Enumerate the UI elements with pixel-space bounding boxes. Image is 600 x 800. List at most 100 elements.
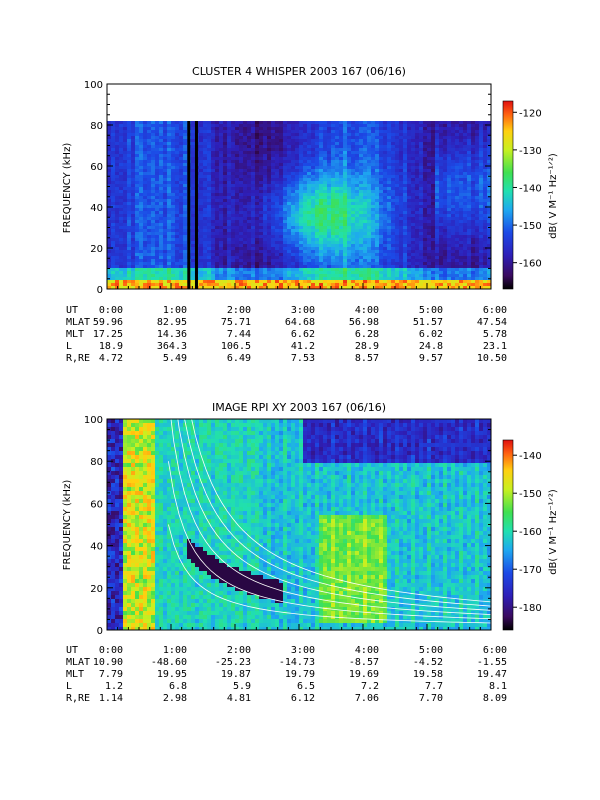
- spectrogram-cell: [355, 220, 360, 224]
- spectrogram-cell: [367, 232, 372, 236]
- spectrogram-cell: [387, 145, 392, 149]
- spectrogram-cell: [179, 175, 184, 179]
- spectrogram-cell: [163, 187, 168, 191]
- spectrogram-cell: [123, 211, 128, 215]
- spectrogram-cell: [139, 232, 144, 236]
- spectrogram-cell: [435, 181, 440, 185]
- spectrogram-cell: [199, 190, 204, 194]
- spectrogram-cell: [287, 133, 292, 137]
- spectrogram-cell: [379, 241, 384, 245]
- spectrogram-cell: [383, 169, 388, 173]
- spectrogram-cell: [367, 277, 372, 281]
- spectrogram-cell: [451, 226, 456, 230]
- spectrogram-cell: [255, 250, 260, 254]
- spectrogram-cell: [455, 223, 460, 227]
- spectrogram-cell: [311, 145, 316, 149]
- spectrogram-cell: [283, 211, 288, 215]
- spectrogram-cell: [143, 148, 148, 152]
- spectrogram-cell: [383, 154, 388, 158]
- spectrogram-cell: [435, 172, 440, 176]
- spectrogram-cell: [459, 238, 464, 242]
- spectrogram-cell: [415, 139, 420, 143]
- spectrogram-cell: [179, 271, 184, 275]
- spectrogram-cell: [191, 235, 196, 239]
- spectrogram-cell: [327, 184, 332, 188]
- spectrogram-cell: [403, 208, 408, 212]
- spectrogram-cell: [207, 160, 212, 164]
- spectrogram-cell: [243, 259, 248, 263]
- spectrogram-cell: [263, 181, 268, 185]
- spectrogram-cell: [183, 148, 188, 152]
- spectrogram-cell: [255, 235, 260, 239]
- spectrogram-cell: [215, 124, 220, 128]
- spectrogram-cell: [455, 250, 460, 254]
- spectrogram-cell: [219, 190, 224, 194]
- spectrogram-cell: [419, 256, 424, 260]
- spectrogram-cell: [223, 154, 228, 158]
- spectrogram-cell: [135, 178, 140, 182]
- spectrogram-cell: [191, 211, 196, 215]
- spectrogram-cell: [311, 190, 316, 194]
- spectrogram-cell: [343, 271, 348, 275]
- spectrogram-cell: [435, 232, 440, 236]
- spectrogram-cell: [175, 205, 180, 209]
- spectrogram-cell: [123, 148, 128, 152]
- spectrogram-cell: [295, 211, 300, 215]
- spectrogram-cell: [255, 178, 260, 182]
- spectrogram-cell: [315, 286, 320, 289]
- spectrogram-cell: [283, 283, 288, 287]
- spectrogram-cell: [211, 226, 216, 230]
- spectrogram-cell: [355, 256, 360, 260]
- spectrogram-cell: [263, 214, 268, 218]
- spectrogram-cell: [395, 250, 400, 254]
- spectrogram-cell: [315, 157, 320, 161]
- spectrogram-cell: [111, 163, 116, 167]
- spectrogram-cell: [219, 217, 224, 221]
- spectrogram-cell: [271, 214, 276, 218]
- spectrogram-cell: [347, 232, 352, 236]
- spectrogram-cell: [307, 229, 312, 233]
- spectrogram-cell: [459, 211, 464, 215]
- spectrogram-cell: [371, 163, 376, 167]
- spectrogram-cell: [383, 172, 388, 176]
- spectrogram-cell: [319, 253, 324, 257]
- spectrogram-cell: [191, 124, 196, 128]
- spectrogram-cell: [179, 133, 184, 137]
- spectrogram-cell: [151, 190, 156, 194]
- spectrogram-cell: [279, 136, 284, 140]
- spectrogram-cell: [271, 160, 276, 164]
- spectrogram-cell: [459, 208, 464, 212]
- spectrogram-cell: [143, 124, 148, 128]
- spectrogram-cell: [383, 277, 388, 281]
- spectrogram-cell: [335, 184, 340, 188]
- spectrogram-cell: [439, 214, 444, 218]
- spectrogram-cell: [307, 265, 312, 269]
- spectrogram-cell: [327, 172, 332, 176]
- spectrogram-cell: [263, 139, 268, 143]
- spectrogram-cell: [183, 274, 188, 278]
- spectrogram-cell: [459, 154, 464, 158]
- spectrogram-cell: [327, 154, 332, 158]
- spectrogram-cell: [367, 256, 372, 260]
- spectrogram-cell: [107, 127, 112, 131]
- spectrogram-cell: [199, 139, 204, 143]
- spectrogram-cell: [115, 178, 120, 182]
- spectrogram-cell: [235, 244, 240, 248]
- spectrogram-cell: [383, 286, 388, 289]
- spectrogram-cell: [223, 262, 228, 266]
- spectrogram-cell: [279, 268, 284, 272]
- spectrogram-cell: [439, 262, 444, 266]
- spectrogram-cell: [259, 154, 264, 158]
- spectrogram-cell: [435, 187, 440, 191]
- spectrogram-cell: [135, 283, 140, 287]
- spectrogram-cell: [199, 259, 204, 263]
- spectrogram-cell: [111, 136, 116, 140]
- spectrogram-cell: [219, 244, 224, 248]
- spectrogram-cell: [143, 130, 148, 134]
- spectrogram-cell: [347, 160, 352, 164]
- spectrogram-cell: [355, 181, 360, 185]
- spectrogram-cell: [223, 202, 228, 206]
- spectrogram-cell: [327, 262, 332, 266]
- spectrogram-cell: [199, 244, 204, 248]
- spectrogram-cell: [375, 253, 380, 257]
